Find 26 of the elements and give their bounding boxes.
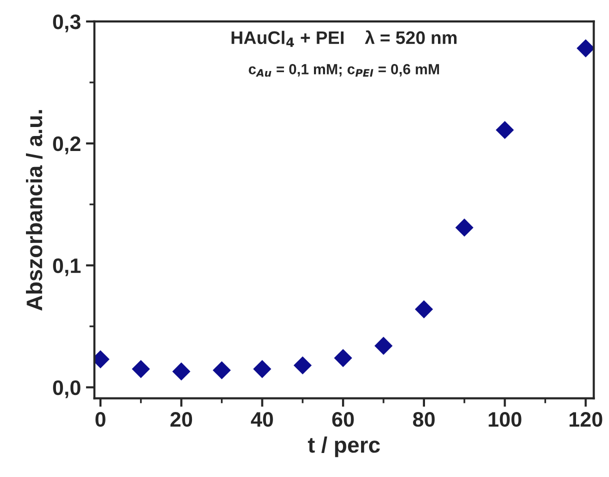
- x-tick-label: 60: [332, 412, 354, 427]
- point: [374, 336, 393, 355]
- x-axis-title: t / perc: [308, 436, 380, 458]
- chart-title: HAuCl$_{4}$ + PEI λ = 520 nm: [232, 30, 457, 47]
- point: [496, 120, 514, 140]
- point: [334, 348, 352, 368]
- point: [132, 360, 150, 378]
- y-tick-label: 0,0: [53, 380, 80, 398]
- x-tick-label: 40: [250, 412, 273, 427]
- y-tick-label: 0,3: [53, 14, 80, 32]
- text: c$_{Au}$ = 0,1 mM; c$_{PEI}$ = 0,6 mM: [248, 64, 439, 77]
- point: [455, 218, 474, 237]
- y-tick-label: 0,2: [53, 136, 80, 154]
- point: [414, 300, 433, 318]
- x-tick-label: 120: [570, 412, 602, 427]
- point: [212, 361, 231, 380]
- x-tick-label: 0: [95, 412, 106, 427]
- point: [253, 360, 272, 378]
- x-tick-label: 20: [170, 412, 192, 427]
- y-axis-title: Abszorbancia / a.u.: [26, 110, 43, 311]
- point: [576, 39, 594, 58]
- x-tick-label: 80: [413, 412, 435, 427]
- point: [294, 356, 312, 374]
- y-tick-label: 0,1: [53, 258, 81, 276]
- point: [172, 362, 190, 381]
- x-tick-label: 100: [488, 412, 522, 427]
